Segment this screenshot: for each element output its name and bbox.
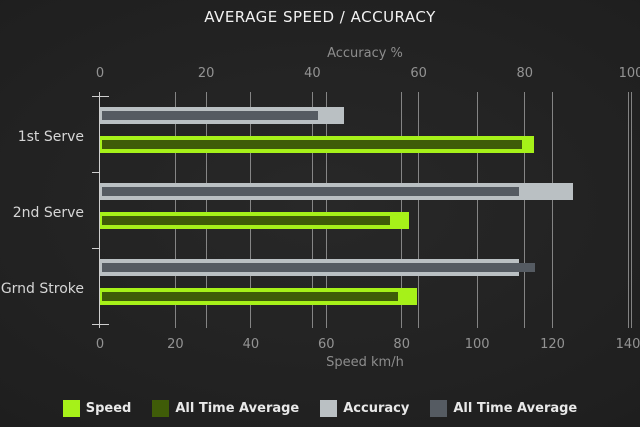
bar-accuracy-average xyxy=(102,187,520,196)
legend-item: All Time Average xyxy=(152,399,300,417)
gridline xyxy=(401,92,403,328)
top-axis-tick-label: 80 xyxy=(516,66,534,81)
axis-corner-stub xyxy=(100,323,109,325)
gridline xyxy=(311,92,313,328)
bottom-axis-tick-label: 100 xyxy=(464,337,490,352)
bar-accuracy-average xyxy=(102,263,536,272)
gridline xyxy=(250,92,252,328)
gridline xyxy=(552,92,554,328)
gridline xyxy=(205,92,207,328)
gridline xyxy=(524,92,526,328)
gridline xyxy=(627,92,629,328)
legend-swatch xyxy=(62,399,80,417)
top-axis-tick-label: 20 xyxy=(197,66,215,81)
axis-corner-stub xyxy=(100,95,109,97)
bar-speed-average xyxy=(102,216,391,225)
gridline xyxy=(174,92,176,328)
legend-item: Speed xyxy=(62,399,132,417)
top-axis-title: Accuracy % xyxy=(327,46,403,61)
bar-accuracy-average xyxy=(102,111,318,120)
bottom-axis-tick-label: 0 xyxy=(95,337,105,352)
gridline xyxy=(476,92,478,328)
legend-label: All Time Average xyxy=(453,400,578,416)
top-axis-tick-label: 60 xyxy=(410,66,427,81)
category-label: 1st Serve xyxy=(17,129,84,145)
legend-label: Speed xyxy=(85,400,132,416)
top-axis-tick-label: 0 xyxy=(95,66,105,81)
bar-speed-average xyxy=(102,140,523,149)
legend-item: Accuracy xyxy=(320,399,410,417)
gridline xyxy=(325,92,327,328)
y-axis-tick xyxy=(92,323,100,325)
y-axis-tick xyxy=(92,171,100,173)
legend-swatch xyxy=(152,399,170,417)
gridline xyxy=(418,92,420,328)
legend-label: All Time Average xyxy=(175,400,300,416)
bottom-axis-tick-label: 40 xyxy=(242,337,260,352)
y-axis-line xyxy=(99,92,100,328)
bottom-axis-title: Speed km/h xyxy=(326,355,404,370)
legend-swatch xyxy=(430,399,448,417)
legend-label: Accuracy xyxy=(343,400,410,416)
category-label: 2nd Serve xyxy=(12,205,84,221)
y-axis-tick xyxy=(92,95,100,97)
top-axis-tick-label: 100 xyxy=(618,66,640,81)
y-axis-tick xyxy=(92,247,100,249)
top-axis-tick-label: 40 xyxy=(304,66,321,81)
bar-speed-average xyxy=(102,292,398,301)
chart-legend: Speed All Time Average Accuracy All Time Av… xyxy=(0,396,640,420)
bottom-axis-tick-label: 120 xyxy=(540,337,565,352)
category-label: Grnd Stroke xyxy=(0,281,84,297)
legend-item: All Time Average xyxy=(430,399,578,417)
chart-title: AVERAGE SPEED / ACCURACY xyxy=(204,8,436,26)
bottom-axis-tick-label: 60 xyxy=(318,337,335,352)
legend-swatch xyxy=(320,399,338,417)
gridline xyxy=(630,92,632,328)
bottom-axis-tick-label: 20 xyxy=(167,337,184,352)
bottom-axis-tick-label: 80 xyxy=(393,337,410,352)
bottom-axis-tick-label: 140 xyxy=(615,337,640,352)
